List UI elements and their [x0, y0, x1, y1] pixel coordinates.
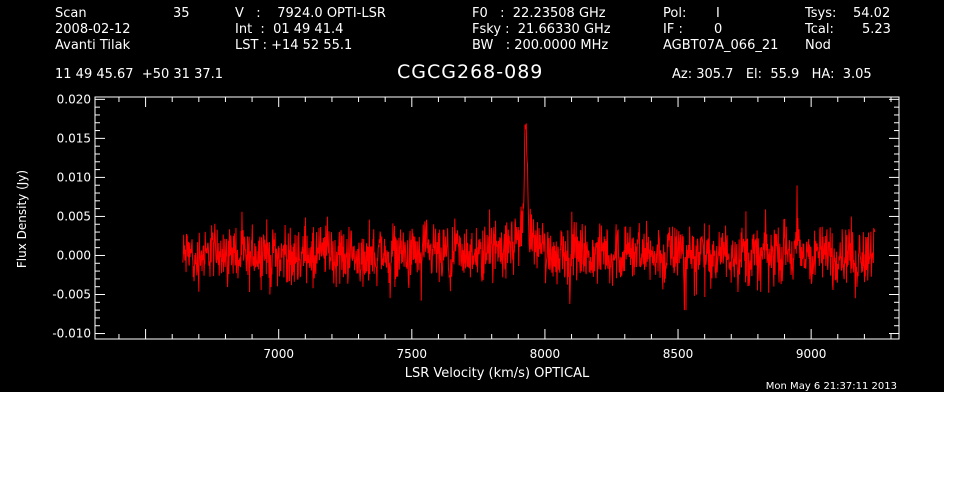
- tsys-value: 54.02: [853, 6, 891, 21]
- axis-ticks: [95, 97, 899, 339]
- y-tick-label: 0.020: [57, 92, 91, 106]
- x-axis-label: LSR Velocity (km/s) OPTICAL: [405, 366, 590, 381]
- chart-title: CGCG268-089: [397, 61, 544, 83]
- x-tick-label: 8000: [530, 347, 561, 361]
- x-tick-label: 7500: [397, 347, 428, 361]
- scan-label: Scan: [55, 6, 87, 21]
- y-tick-label: -0.010: [52, 327, 91, 341]
- x-tick-label: 9000: [796, 347, 827, 361]
- tick-labels: 7000 7500 8000 8500 9000 -0.010 -0.005 0.000 0.0…: [52, 92, 826, 361]
- sky-frequency-line: Fsky : 21.66330 GHz: [472, 22, 611, 37]
- y-tick-label: 0.005: [57, 209, 91, 223]
- pol-label: Pol:: [663, 6, 687, 21]
- if-value: 0: [714, 22, 723, 37]
- observer-name: Avanti Tilak: [55, 38, 131, 53]
- y-tick-label: -0.005: [52, 288, 91, 302]
- ra-dec-coordinates: 11 49 45.67 +50 31 37.1: [55, 67, 224, 82]
- plot-frame: [94, 96, 900, 340]
- observing-mode: Nod: [805, 38, 831, 53]
- spectrum-trace: [182, 123, 876, 311]
- tcal-label: Tcal:: [805, 22, 834, 37]
- y-tick-label: 0.010: [57, 170, 91, 184]
- lst-line: LST : +14 52 55.1: [235, 38, 353, 53]
- tsys-label: Tsys:: [805, 6, 837, 21]
- y-tick-label: 0.000: [57, 248, 91, 262]
- x-tick-label: 7000: [263, 347, 294, 361]
- project-id: AGBT07A_066_21: [663, 38, 779, 53]
- tcal-value: 5.23: [862, 22, 891, 37]
- x-tick-label: 8500: [663, 347, 694, 361]
- spectrum-plot: 7000 7500 8000 8500 9000 -0.010 -0.005 0.000 0.0…: [15, 92, 900, 392]
- observation-date: 2008-02-12: [55, 22, 131, 37]
- render-timestamp: Mon May 6 21:37:11 2013: [766, 381, 897, 392]
- scan-value: 35: [173, 6, 190, 21]
- bandwidth-line: BW : 200.0000 MHz: [472, 38, 609, 53]
- y-tick-label: 0.015: [57, 131, 91, 145]
- rest-frequency-line: F0 : 22.23508 GHz: [472, 6, 606, 21]
- pol-value: I: [716, 6, 720, 21]
- integration-line: Int : 01 49 41.4: [235, 22, 344, 37]
- if-label: IF :: [663, 22, 683, 37]
- y-axis-label: Flux Density (Jy): [15, 170, 29, 268]
- velocity-line: V : 7924.0 OPTI-LSR: [235, 6, 386, 21]
- az-el-ha-readout: Az: 305.7 El: 55.9 HA: 3.05: [672, 67, 872, 82]
- spectrum-display: Scan 35 2008-02-12 Avanti Tilak 11 49 45…: [0, 0, 944, 392]
